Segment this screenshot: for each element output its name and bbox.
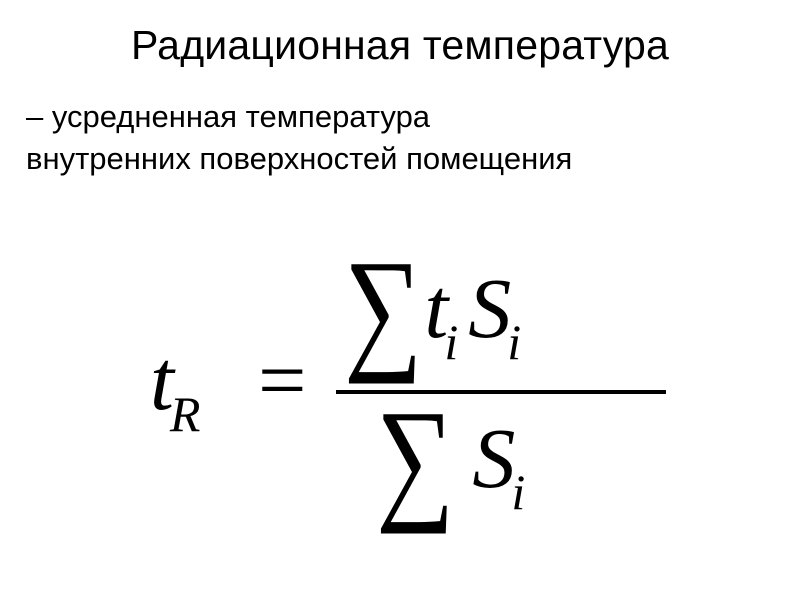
definition-line-2: внутренних поверхностей помещения xyxy=(26,138,572,180)
denominator-var: S xyxy=(472,410,515,506)
numerator-term-1: ti xyxy=(424,265,462,351)
sigma-icon: ∑ xyxy=(344,239,424,377)
definition-line-1: – усредненная температура xyxy=(26,96,572,138)
slide-title: Радиационная температура xyxy=(0,22,800,69)
formula-equals: = xyxy=(258,337,307,423)
slide: Радиационная температура – усредненная т… xyxy=(0,0,800,600)
formula: tR = ∑tiSi ∑Si xyxy=(150,245,686,545)
definition-block: – усредненная температура внутренних пов… xyxy=(26,96,572,180)
numerator-term-2: Si xyxy=(468,265,525,351)
formula-denominator: ∑Si xyxy=(376,403,529,513)
numerator-sub-2: i xyxy=(507,314,521,370)
numerator-var-2: S xyxy=(468,260,511,356)
formula-lhs: tR xyxy=(150,337,204,423)
sigma-icon: ∑ xyxy=(376,389,472,527)
denominator-sub: i xyxy=(511,464,525,520)
formula-numerator: ∑tiSi xyxy=(344,253,525,363)
formula-fraction: ∑tiSi ∑Si xyxy=(336,245,666,545)
formula-lhs-sub: R xyxy=(170,386,201,442)
denominator-term: Si xyxy=(472,415,529,501)
numerator-sub-1: i xyxy=(444,314,458,370)
